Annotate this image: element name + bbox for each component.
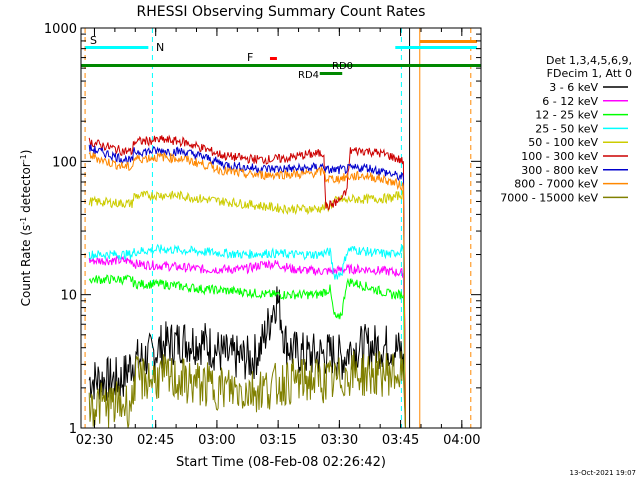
- axis-ticks: 02:30 02:45 03:00 03:15 03:30 03:45 04:00 1 10 10…: [44, 22, 481, 448]
- y-axis-label: Count Rate (s-1 detector-1): [19, 150, 33, 307]
- x-tick-label: 04:00: [443, 433, 480, 448]
- x-tick-label: 03:15: [259, 433, 296, 448]
- y-tick-label: 10: [60, 289, 77, 304]
- series-line: [88, 243, 406, 429]
- flare-bar: [269, 57, 277, 60]
- series-line: [88, 144, 406, 429]
- series-line: [88, 254, 406, 429]
- y-axis-label-sup: -1: [19, 217, 28, 225]
- y-tick-label: 100: [52, 155, 77, 170]
- saa-label: S: [90, 34, 97, 47]
- series-layer: [88, 134, 406, 429]
- footer-timestamp: 13-Oct-2021 19:07: [570, 469, 636, 477]
- series-line: [88, 134, 406, 429]
- y-axis-label-sup2: -1: [19, 154, 28, 162]
- night-label: N: [156, 41, 164, 54]
- x-tick-label: 03:45: [382, 433, 419, 448]
- flare-label: F: [247, 51, 253, 64]
- decimation-bar: [81, 64, 481, 67]
- y-axis-label-rest: detector: [19, 162, 33, 217]
- y-axis-label-main: Count Rate (s: [19, 225, 33, 307]
- night-bar: [85, 46, 149, 49]
- legend-label: 50 - 100 keV: [528, 136, 598, 149]
- rd4-label: RD4: [298, 70, 319, 81]
- legend-label: 300 - 800 keV: [521, 164, 598, 177]
- x-tick-label: 02:30: [76, 433, 113, 448]
- series-line: [88, 350, 406, 429]
- night-bar: [395, 46, 477, 49]
- series-line: [88, 150, 406, 429]
- legend-label: 800 - 7000 keV: [514, 178, 598, 191]
- legend-label: 6 - 12 keV: [542, 95, 598, 108]
- series-line: [88, 274, 406, 429]
- rd4-bar: [319, 72, 343, 75]
- x-tick-label: 02:45: [137, 433, 174, 448]
- chart-title: RHESSI Observing Summary Count Rates: [137, 4, 426, 20]
- y-tick-label: 1: [69, 422, 77, 437]
- legend-label: 25 - 50 keV: [535, 122, 598, 135]
- saa-bar: [419, 40, 477, 43]
- legend-header-2: FDecim 1, Att 0: [547, 67, 632, 80]
- y-axis-label-end: ): [19, 150, 33, 155]
- rd0-label: RD0: [332, 61, 353, 72]
- legend-label: 3 - 6 keV: [549, 81, 598, 94]
- annotation-layer: [81, 28, 481, 428]
- legend-label: 12 - 25 keV: [535, 109, 598, 122]
- series-line: [88, 190, 406, 429]
- legend-label: 7000 - 15000 keV: [500, 191, 598, 204]
- legend-header-1: Det 1,3,4,5,6,9,: [546, 54, 632, 67]
- x-tick-label: 03:30: [321, 433, 358, 448]
- y-tick-label: 1000: [44, 22, 77, 37]
- plot-frame: [80, 27, 482, 429]
- x-axis-label: Start Time (08-Feb-08 02:26:42): [176, 455, 386, 470]
- x-tick-label: 03:00: [198, 433, 235, 448]
- legend-label: 100 - 300 keV: [521, 150, 598, 163]
